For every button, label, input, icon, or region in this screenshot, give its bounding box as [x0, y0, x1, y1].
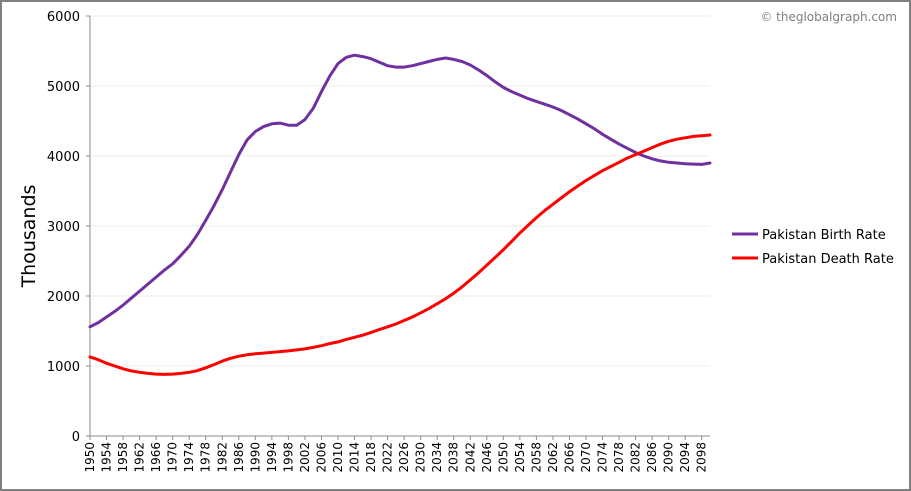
- copyright-text: © theglobalgraph.com: [760, 10, 897, 24]
- x-tick-label: 2062: [546, 442, 560, 473]
- x-tick-label: 2078: [612, 442, 626, 473]
- x-tick-label: 1978: [199, 442, 213, 473]
- y-tick-label: 1000: [47, 360, 80, 375]
- x-tick-label: 2006: [314, 442, 328, 473]
- x-tick-label: 2002: [298, 442, 312, 473]
- legend-label: Pakistan Birth Rate: [762, 228, 886, 243]
- x-tick-label: 2034: [430, 442, 444, 473]
- x-tick-label: 2098: [695, 442, 709, 473]
- x-tick-label: 2022: [381, 442, 395, 473]
- x-tick-label: 1986: [232, 442, 246, 473]
- x-tick-label: 2058: [529, 442, 543, 473]
- legend-label: Pakistan Death Rate: [762, 252, 894, 267]
- x-tick-label: 1962: [133, 442, 147, 473]
- x-tick-label: 1950: [83, 442, 97, 473]
- y-axis-title: Thousands: [18, 185, 40, 289]
- series-line-1: [88, 133, 712, 376]
- x-tick-label: 2014: [348, 442, 362, 473]
- x-tick-label: 1990: [248, 442, 262, 473]
- x-tick-label: 2010: [331, 442, 345, 473]
- y-tick-label: 2000: [47, 290, 80, 305]
- y-tick-label: 5000: [47, 80, 80, 95]
- x-tick-label: 1958: [116, 442, 130, 473]
- y-tick-label: 0: [72, 430, 80, 445]
- x-tick-label: 1966: [149, 442, 163, 473]
- x-tick-label: 1974: [182, 442, 196, 473]
- x-tick-label: 2026: [397, 442, 411, 473]
- x-tick-label: 2086: [645, 442, 659, 473]
- x-tick-label: 2038: [447, 442, 461, 473]
- x-tick-label: 2082: [629, 442, 643, 473]
- x-tick-label: 2090: [662, 442, 676, 473]
- x-tick-label: 1994: [265, 442, 279, 473]
- x-tick-label: 2074: [596, 442, 610, 473]
- x-tick-label: 1970: [166, 442, 180, 473]
- x-tick-label: 2042: [463, 442, 477, 473]
- y-tick-label: 3000: [47, 220, 80, 235]
- x-tick-label: 1954: [100, 442, 114, 473]
- x-tick-label: 2054: [513, 442, 527, 473]
- series-line-0: [88, 53, 712, 329]
- x-tick-label: 2018: [364, 442, 378, 473]
- y-tick-label: 4000: [47, 150, 80, 165]
- x-tick-label: 2070: [579, 442, 593, 473]
- x-tick-label: 1998: [281, 442, 295, 473]
- x-tick-label: 2046: [480, 442, 494, 473]
- x-tick-label: 2030: [414, 442, 428, 473]
- x-tick-label: 2066: [562, 442, 576, 473]
- x-tick-label: 2094: [678, 442, 692, 473]
- x-tick-label: 2050: [496, 442, 510, 473]
- y-tick-label: 6000: [47, 10, 80, 25]
- x-tick-label: 1982: [215, 442, 229, 473]
